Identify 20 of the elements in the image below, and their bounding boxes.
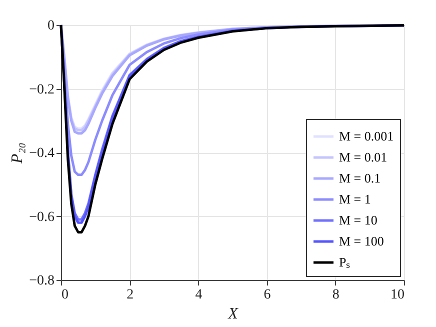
x-tick-label: 6 [264, 288, 271, 302]
y-tick-label: −0.8 [29, 274, 54, 288]
y-tick-label: 0 [48, 18, 54, 34]
legend-label: M = 0.1 [339, 170, 381, 186]
y-tick-label: −0.6 [29, 210, 54, 225]
x-tick-label: 10 [390, 288, 404, 302]
y-tick-label: −0.4 [29, 146, 54, 161]
legend-label: M = 0.001 [339, 128, 394, 144]
x-tick-label: 0 [62, 288, 68, 302]
legend-label: M = 100 [339, 234, 384, 248]
x-tick-label: 4 [195, 288, 202, 302]
legend-label: Pₛ [339, 254, 350, 270]
legend-label: M = 0.01 [339, 150, 388, 164]
legend-label: M = 1 [339, 192, 371, 206]
legend-label: M = 10 [339, 212, 378, 228]
x-tick-label: 8 [332, 288, 340, 302]
x-axis-title: X [227, 306, 240, 322]
y-tick-label: −0.2 [29, 82, 54, 98]
y-axis-title: P₂₀ [9, 142, 26, 164]
x-tick-label: 2 [126, 288, 134, 302]
